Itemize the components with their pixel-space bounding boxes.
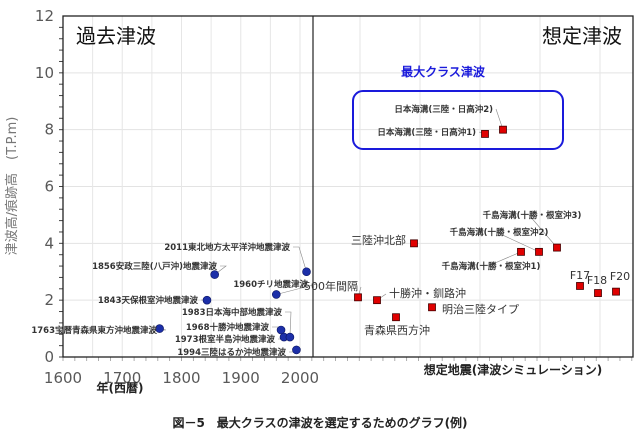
scenario-tsunami-label: F18 — [587, 274, 607, 287]
x-tick-label: 1800 — [162, 369, 200, 387]
leader-line — [487, 251, 522, 267]
scenario-tsunami-marker — [576, 282, 584, 290]
y-axis-label: 津波高/痕跡高 (T.P.m) — [4, 117, 20, 256]
past-tsunami-label: 1983日本海中部地震津波 — [182, 307, 283, 318]
past-tsunami-marker — [302, 267, 311, 277]
plot-frame — [62, 15, 634, 358]
tsunami-height-chart: 0 2 4 6 8 10 12 1600 1700 1800 1900 2000 過去津波 想定津波… — [4, 7, 634, 395]
x-axis: 1600 1700 1800 1900 2000 — [44, 357, 633, 387]
scenario-tsunami-marker — [553, 243, 561, 252]
scenario-tsunami-label: 青森県西方沖 — [364, 323, 430, 337]
scenario-tsunami-marker — [594, 289, 602, 297]
scenario-tsunami-label: 千島海溝(十勝・根室沖3) — [483, 210, 582, 221]
past-tsunami-label: 1856安政三陸(八戸沖)地震津波 — [92, 261, 217, 272]
scenario-tsunami-label: 日本海溝(三陸・日高沖2) — [394, 104, 493, 115]
leader-line — [293, 246, 307, 272]
past-tsunami-label: 1994三陸はるか沖地震津波 — [177, 347, 286, 358]
y-tick-label: 10 — [35, 64, 54, 82]
leader-line — [528, 214, 558, 248]
x-axis-label-years: 年(西暦) — [97, 380, 144, 395]
scenario-tsunami-marker — [517, 247, 525, 256]
scenario-tsunami-marker — [428, 303, 436, 312]
scenario-tsunami-marker — [499, 125, 507, 134]
scenario-tsunami-marker — [612, 287, 620, 296]
panel-title-past: 過去津波 — [76, 24, 156, 48]
past-tsunami-label: 1763宝暦青森県東方沖地震津波 — [31, 325, 157, 336]
max-class-highlight-box — [352, 90, 564, 150]
past-tsunami-label: 1960チリ地震津波 — [233, 279, 308, 290]
past-tsunami-label: 1968十勝沖地震津波 — [186, 322, 270, 333]
y-tick-label: 0 — [44, 348, 54, 366]
scenario-tsunami-marker — [354, 293, 362, 302]
past-tsunami-label: 2011東北地方太平洋沖地震津波 — [164, 242, 290, 253]
past-tsunami-label: 1843天保根室沖地震津波 — [98, 295, 199, 306]
y-tick-label: 8 — [44, 121, 54, 139]
past-tsunami-marker — [276, 325, 286, 335]
past-tsunami-marker — [271, 290, 281, 299]
scenario-tsunami-label: 十勝沖・釧路沖 — [389, 286, 466, 300]
scenario-tsunami-label: 千島海溝(十勝・根室沖2) — [450, 227, 549, 238]
leader-line — [214, 265, 227, 275]
past-tsunami-label: 1973根室半島沖地震津波 — [175, 334, 276, 345]
leader-line — [285, 311, 292, 338]
past-tsunami-marker — [210, 270, 219, 279]
leader-line — [495, 231, 540, 253]
scenario-tsunami-label: F17 — [570, 269, 590, 282]
y-tick-label: 6 — [44, 178, 54, 196]
scenario-tsunami-marker — [535, 247, 543, 256]
scenario-tsunami-marker — [392, 313, 400, 322]
x-tick-label: 1900 — [222, 369, 260, 387]
max-class-label: 最大クラス津波 — [401, 64, 486, 79]
leader-line — [276, 283, 318, 295]
scenario-tsunami-label: 千島海溝(十勝・根室沖1) — [442, 261, 541, 272]
figure-caption: 図－5 最大クラスの津波を選定するためのグラフ(例) — [172, 416, 468, 430]
past-tsunami-marker — [285, 332, 295, 342]
past-tsunami-marker — [202, 295, 212, 305]
x-tick-label: 1700 — [103, 369, 141, 387]
scenario-tsunami-label: 500年間隔 — [304, 279, 358, 293]
x-tick-label: 2000 — [281, 369, 319, 387]
scenario-tsunami-marker — [373, 296, 381, 305]
x-axis-label-scenarios: 想定地震(津波シミュレーション) — [423, 362, 603, 377]
scenario-tsunami-label: 日本海溝(三陸・日高沖1) — [377, 127, 476, 138]
y-tick-label: 12 — [35, 7, 54, 25]
scenario-tsunami-label: 三陸沖北部 — [351, 233, 406, 247]
y-axis: 0 2 4 6 8 10 12 — [35, 7, 63, 366]
y-tick-label: 4 — [44, 234, 54, 252]
y-tick-label: 2 — [44, 291, 54, 309]
scenario-tsunami-marker — [410, 239, 418, 248]
point-labels: 1763宝暦青森県東方沖地震津波 1843天保根室沖地震津波 1856安政三陸(八戸… — [31, 104, 630, 358]
scenario-tsunami-marker — [481, 130, 489, 138]
panel-title-scenario: 想定津波 — [542, 24, 622, 48]
scenario-tsunami-label: 明治三陸タイプ — [442, 302, 519, 316]
x-tick-label: 1600 — [44, 369, 82, 387]
past-tsunami-marker — [155, 324, 164, 333]
data-points — [155, 125, 620, 355]
scenario-tsunami-label: F20 — [610, 270, 630, 283]
past-tsunami-marker — [292, 345, 301, 355]
